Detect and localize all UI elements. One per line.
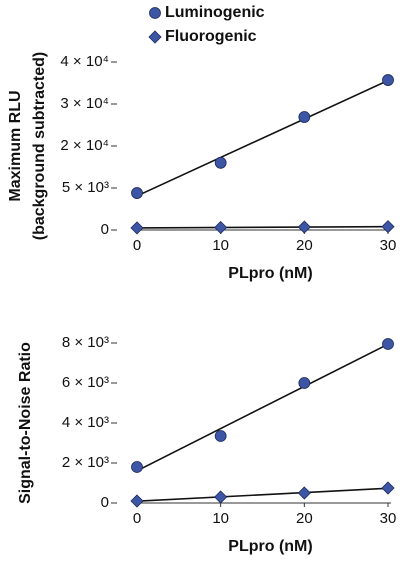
point	[130, 494, 144, 508]
x-axis-label: PLpro (nM)	[228, 538, 312, 555]
legend-label: Fluorogenic	[165, 28, 257, 45]
x-tick-label: 20	[296, 510, 313, 527]
y-tick-label: 6 × 10³	[62, 374, 109, 391]
y-axis-label: Maximum RLU	[7, 90, 24, 201]
point	[382, 74, 394, 86]
y-tick-label: 2 × 10⁴	[60, 137, 109, 154]
point	[131, 461, 143, 473]
y-tick-label: 4 × 10⁴	[60, 53, 109, 70]
y-tick-label: 5 × 10³	[62, 179, 109, 196]
point	[382, 338, 394, 350]
trendline	[136, 487, 389, 502]
point	[381, 481, 395, 495]
point	[130, 221, 144, 235]
x-tick-label: 30	[380, 510, 397, 527]
x-tick-label: 30	[380, 237, 397, 254]
x-tick-label: 0	[133, 237, 141, 254]
legend-label: Luminogenic	[165, 4, 265, 21]
y-tick-label: 3 × 10⁴	[60, 95, 109, 112]
point	[298, 377, 311, 389]
point	[297, 486, 311, 500]
point	[381, 220, 395, 234]
x-tick-label: 10	[212, 510, 229, 527]
point	[214, 430, 227, 442]
legend-marker	[148, 30, 162, 44]
y-tick-label: 0	[101, 494, 109, 511]
x-tick-label: 0	[133, 510, 141, 527]
y-tick-label: 8 × 10³	[62, 334, 109, 351]
y-tick-label: 4 × 10³	[62, 414, 109, 431]
trendline	[136, 225, 389, 229]
point	[214, 490, 228, 504]
point	[298, 111, 311, 123]
x-axis-label: PLpro (nM)	[228, 265, 312, 282]
point	[297, 220, 311, 234]
trendline	[136, 79, 389, 197]
y-axis-label: (background subtracted)	[31, 52, 48, 240]
x-tick-label: 10	[212, 237, 229, 254]
y-tick-label: 2 × 10³	[62, 454, 109, 471]
trendline	[136, 343, 389, 472]
point	[131, 187, 143, 199]
y-tick-label: 0	[101, 221, 109, 238]
point	[214, 156, 227, 169]
legend-marker	[149, 7, 161, 19]
y-axis-label: Signal-to-Noise Ratio	[17, 342, 34, 504]
x-tick-label: 20	[296, 237, 313, 254]
point	[214, 220, 228, 235]
